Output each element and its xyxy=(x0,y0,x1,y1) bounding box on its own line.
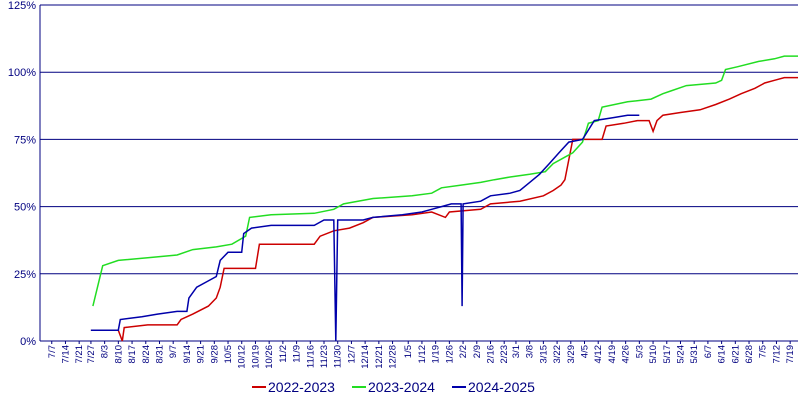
x-tick-label: 2/9 xyxy=(472,345,483,358)
x-tick-label: 10/5 xyxy=(223,345,234,364)
x-tick-label: 4/26 xyxy=(621,345,632,364)
y-tick-label: 125% xyxy=(8,0,36,12)
x-tick-label: 5/3 xyxy=(634,345,645,358)
x-tick-label: 5/17 xyxy=(662,345,673,364)
series-line xyxy=(92,55,798,307)
x-tick-label: 11/2 xyxy=(278,345,289,363)
x-tick-label: 10/19 xyxy=(250,345,261,369)
x-tick-label: 12/14 xyxy=(360,345,371,369)
x-tick-label: 12/28 xyxy=(388,345,399,369)
x-tick-label: 3/8 xyxy=(525,345,536,358)
x-tick-label: 4/5 xyxy=(580,345,591,358)
x-tick-label: 8/31 xyxy=(154,345,165,364)
x-tick-label: 9/14 xyxy=(182,345,193,364)
x-tick-label: 9/28 xyxy=(209,345,220,364)
x-tick-label: 2/16 xyxy=(485,345,496,364)
x-tick-label: 11/9 xyxy=(292,345,303,363)
x-tick-label: 8/10 xyxy=(113,345,124,364)
x-tick-label: 4/12 xyxy=(593,345,604,364)
series-line xyxy=(90,76,798,342)
x-tick-label: 6/14 xyxy=(717,345,728,364)
x-tick-label: 5/24 xyxy=(675,345,686,364)
x-tick-label: 1/5 xyxy=(403,345,414,358)
legend-label: 2024-2025 xyxy=(468,379,535,395)
x-tick-label: 9/21 xyxy=(196,345,207,364)
x-tick-label: 12/7 xyxy=(346,345,357,364)
x-tick-label: 1/12 xyxy=(417,345,428,364)
x-tick-label: 7/14 xyxy=(60,345,71,364)
x-tick-label: 7/12 xyxy=(771,345,782,364)
x-tick-label: 11/16 xyxy=(305,345,316,368)
x-tick-label: 10/26 xyxy=(264,345,275,369)
x-tick-label: 7/27 xyxy=(86,345,97,364)
legend-label: 2023-2024 xyxy=(368,379,435,395)
x-tick-label: 11/23 xyxy=(319,345,330,368)
x-tick-label: 6/21 xyxy=(730,345,741,364)
x-tick-label: 2/23 xyxy=(499,345,510,364)
x-tick-label: 5/10 xyxy=(648,345,659,364)
x-tick-label: 7/5 xyxy=(758,345,769,358)
x-tick-label: 1/26 xyxy=(444,345,455,364)
x-tick-label: 7/21 xyxy=(74,345,85,364)
y-tick-label: 0% xyxy=(20,336,36,348)
x-tick-label: 12/21 xyxy=(374,345,385,369)
y-tick-label: 100% xyxy=(8,67,36,79)
x-tick-label: 8/3 xyxy=(100,345,111,358)
x-tick-label: 6/7 xyxy=(703,345,714,358)
x-tick-label: 5/31 xyxy=(689,345,700,364)
x-tick-label: 10/12 xyxy=(237,345,248,369)
y-tick-label: 75% xyxy=(14,134,36,146)
x-tick-label: 3/29 xyxy=(566,345,577,364)
x-tick-label: 9/7 xyxy=(168,345,179,358)
x-tick-label: 7/7 xyxy=(47,345,58,358)
x-tick-label: 6/28 xyxy=(744,345,755,364)
x-tick-label: 7/19 xyxy=(785,345,796,364)
x-tick-label: 8/24 xyxy=(141,345,152,364)
x-tick-label: 11/30 xyxy=(333,345,344,368)
legend-label: 2022-2023 xyxy=(268,379,335,395)
y-tick-label: 25% xyxy=(14,269,36,281)
x-tick-label: 3/22 xyxy=(552,345,563,364)
x-tick-label: 8/17 xyxy=(127,345,138,364)
series-line xyxy=(90,114,640,342)
x-tick-label: 3/1 xyxy=(511,345,522,358)
x-tick-label: 3/15 xyxy=(538,345,549,364)
x-tick-label: 1/19 xyxy=(431,345,442,364)
x-tick-label: 2/2 xyxy=(458,345,469,358)
y-tick-label: 50% xyxy=(14,202,36,214)
x-tick-label: 4/19 xyxy=(607,345,618,364)
